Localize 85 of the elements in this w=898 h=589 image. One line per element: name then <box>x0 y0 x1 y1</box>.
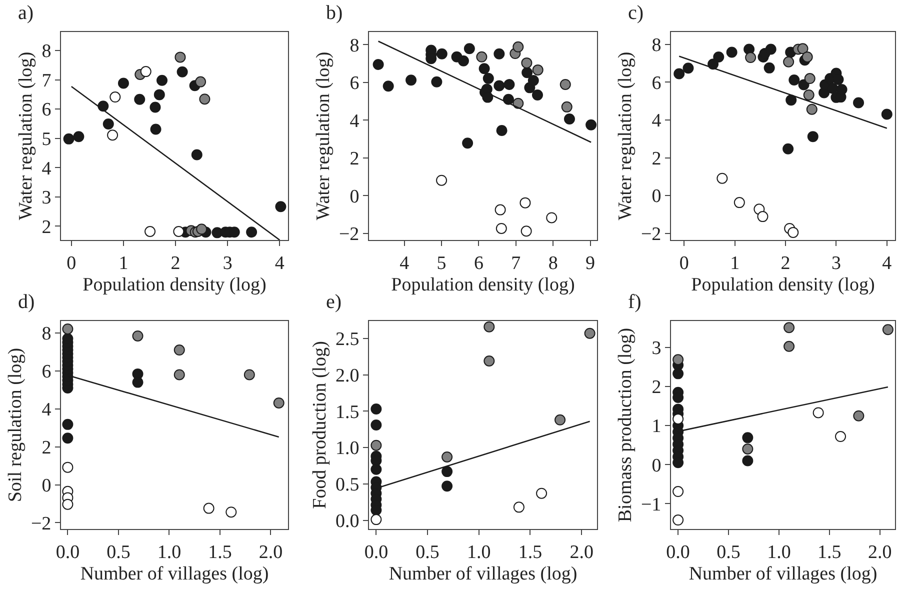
x-tick-label: 1.5 <box>818 542 842 563</box>
x-tick-label: 4 <box>274 252 285 274</box>
x-tick-label: 1.0 <box>767 542 791 563</box>
y-tick-label: −2 <box>640 224 662 246</box>
y-tick-label: 2 <box>652 148 662 170</box>
y-tick-label: 3 <box>42 188 52 209</box>
y-axis-title: Water regulation (log) <box>614 52 636 220</box>
x-tick-label: 0.0 <box>666 542 690 563</box>
chart-title: c) <box>628 2 644 24</box>
y-tick-label: 4 <box>42 158 52 180</box>
y-tick-label: 2 <box>42 216 52 238</box>
y-tick-label: 4 <box>42 400 52 421</box>
x-tick-label: 3 <box>831 252 841 274</box>
y-tick-label: 1 <box>652 416 662 438</box>
x-tick-label: 0.5 <box>106 542 130 563</box>
x-axis-title: Population density (log) <box>391 274 575 296</box>
y-axis-title: Water regulation (log) <box>312 52 334 220</box>
x-tick-label: 2 <box>170 252 180 274</box>
x-tick-label: 1.5 <box>208 542 232 563</box>
x-tick-label: 0.0 <box>56 542 80 563</box>
x-tick-label: 2.0 <box>570 542 594 563</box>
y-tick-label: −2 <box>30 513 52 534</box>
y-tick-label: 4 <box>350 110 360 132</box>
y-tick-label: 2.5 <box>335 329 360 350</box>
x-tick-label: 8 <box>548 252 558 274</box>
x-axis-title: Number of villages (log) <box>688 564 878 585</box>
x-tick-label: 7 <box>511 252 521 274</box>
y-tick-label: 0.5 <box>335 474 360 496</box>
x-axis-title: Population density (log) <box>691 274 875 296</box>
x-tick-label: 3 <box>222 252 232 274</box>
chart-title: e) <box>326 291 342 313</box>
x-tick-label: 2.0 <box>258 542 283 563</box>
x-tick-label: 1.0 <box>157 542 182 563</box>
y-tick-label: 8 <box>42 41 52 62</box>
y-tick-label: 0.0 <box>335 510 360 532</box>
y-tick-label: 0 <box>42 475 52 496</box>
y-tick-label: −1 <box>640 494 662 516</box>
y-tick-label: 2 <box>652 377 662 398</box>
y-axis-title: Food production (log) <box>309 341 330 509</box>
y-tick-label: 8 <box>652 34 662 56</box>
y-tick-label: 6 <box>350 73 360 94</box>
chart-title: b) <box>326 2 343 24</box>
x-axis-title: Number of villages (log) <box>388 564 578 585</box>
y-tick-label: −2 <box>338 224 360 246</box>
y-tick-label: 6 <box>42 100 52 121</box>
x-tick-label: 0.0 <box>364 542 388 563</box>
x-tick-label: 5 <box>436 252 446 274</box>
x-tick-label: 0.5 <box>716 542 740 563</box>
y-tick-label: 8 <box>42 324 52 345</box>
x-tick-label: 1.0 <box>467 542 491 563</box>
y-tick-label: 5 <box>42 128 52 150</box>
y-tick-label: 0 <box>652 186 662 208</box>
y-tick-label: 4 <box>652 110 662 132</box>
chart-title: a) <box>18 2 34 24</box>
x-tick-label: 6 <box>474 252 484 274</box>
x-tick-label: 1 <box>730 252 740 274</box>
x-tick-label: 4 <box>882 252 892 274</box>
y-tick-label: 0 <box>350 186 360 208</box>
x-tick-label: 0 <box>66 252 76 274</box>
y-tick-label: 6 <box>652 72 662 94</box>
y-tick-label: 3 <box>652 338 662 360</box>
x-axis-title: Population density (log) <box>82 274 266 296</box>
chart-title: d) <box>18 291 35 313</box>
y-axis-title: Biomass production (log) <box>614 328 636 522</box>
y-tick-label: 6 <box>42 362 52 383</box>
x-tick-label: 1 <box>118 252 128 274</box>
x-tick-label: 1.5 <box>518 542 542 563</box>
chart-title: f) <box>628 291 642 313</box>
x-tick-label: 2 <box>780 252 790 274</box>
x-tick-label: 0.5 <box>416 542 440 563</box>
y-tick-label: 0 <box>652 455 662 476</box>
x-tick-label: 4 <box>400 252 410 274</box>
y-tick-label: 1.0 <box>335 438 360 460</box>
x-tick-label: 0 <box>679 252 689 274</box>
y-axis-title: Water regulation (log) <box>16 52 37 220</box>
y-tick-label: 2 <box>350 148 360 170</box>
x-tick-label: 2.0 <box>868 542 892 563</box>
y-tick-label: 1.5 <box>335 402 360 423</box>
y-tick-label: 7 <box>42 70 52 92</box>
y-tick-label: 8 <box>350 35 360 56</box>
y-axis-title: Soil regulation (log) <box>4 348 26 502</box>
y-tick-label: 2 <box>42 437 52 458</box>
x-tick-label: 9 <box>586 252 596 274</box>
x-axis-title: Number of villages (log) <box>80 564 269 585</box>
y-tick-label: 2.0 <box>335 365 360 386</box>
